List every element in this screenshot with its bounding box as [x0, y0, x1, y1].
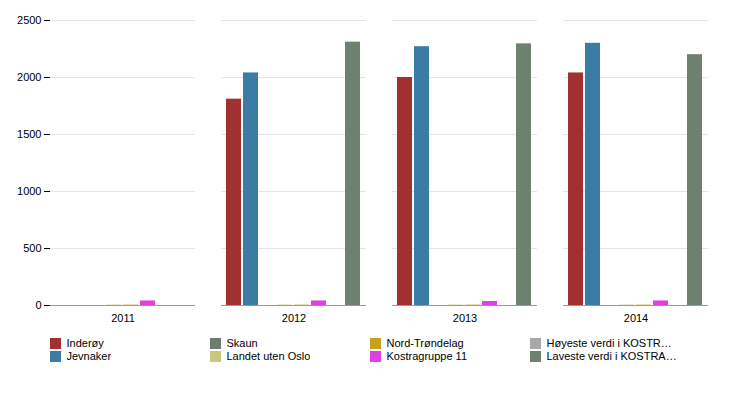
html-text:Inderøy: Inderøy	[66, 337, 104, 349]
svg-text:2000: 2000	[17, 71, 41, 83]
svg-text:1000: 1000	[17, 185, 41, 197]
svg-text:2012: 2012	[282, 312, 306, 324]
html-text:Jevnaker: Jevnaker	[66, 350, 112, 362]
svg-text:2013: 2013	[453, 312, 477, 324]
svg-text:500: 500	[23, 242, 41, 254]
html-text:Skaun: Skaun	[226, 337, 258, 349]
svg-text:0: 0	[35, 299, 41, 311]
html-text:Kostragruppe 11: Kostragruppe 11	[386, 350, 467, 362]
svg-text:2014: 2014	[624, 312, 648, 324]
svg-text:1500: 1500	[17, 128, 41, 140]
html-text:Nord-Trøndelag: Nord-Trøndelag	[386, 337, 464, 349]
svg-text:2500: 2500	[17, 14, 41, 26]
svg-text:2011: 2011	[111, 312, 135, 324]
html-text:Landet uten Oslo: Landet uten Oslo	[226, 350, 311, 362]
